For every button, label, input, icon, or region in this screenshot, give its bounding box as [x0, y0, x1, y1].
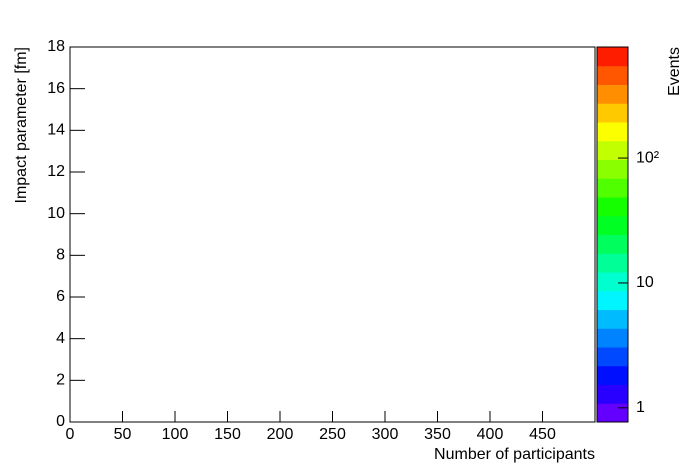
palette-band [597, 309, 628, 329]
x-tick-label: 450 [529, 426, 556, 443]
palette-band [597, 47, 628, 67]
palette-band [597, 365, 628, 385]
palette-band [597, 328, 628, 348]
x-tick-label: 300 [372, 426, 399, 443]
palette-band [597, 272, 628, 292]
y-tick-label: 4 [56, 330, 65, 347]
x-axis-title: Number of participants [434, 446, 595, 463]
x-tick-label: 0 [66, 426, 75, 443]
y-axis-title: Impact parameter [fm] [13, 47, 30, 204]
x-tick-label: 200 [267, 426, 294, 443]
palette-band [597, 84, 628, 104]
y-tick-label: 16 [47, 80, 65, 97]
palette-frame [596, 46, 629, 423]
y-tick-label: 0 [56, 413, 65, 430]
palette-band [597, 159, 628, 179]
plot-frame [69, 46, 596, 423]
palette-band [597, 253, 628, 273]
palette-band [597, 234, 628, 254]
palette-band [597, 178, 628, 198]
y-tick-label: 8 [56, 247, 65, 264]
y-tick-label: 6 [56, 288, 65, 305]
x-tick-label: 350 [424, 426, 451, 443]
z-tick-label: 10 [636, 274, 654, 291]
x-tick-label: 150 [214, 426, 241, 443]
y-tick-label: 2 [56, 372, 65, 389]
palette-band [597, 122, 628, 142]
x-tick-label: 100 [162, 426, 189, 443]
z-tick-label: 10² [636, 149, 660, 166]
z-axis-title: Events [666, 47, 683, 96]
palette-band [597, 140, 628, 160]
y-tick-label: 18 [47, 38, 65, 55]
palette-band [597, 197, 628, 217]
palette-band [597, 103, 628, 123]
z-tick-label: 1 [636, 399, 645, 416]
palette-band [597, 290, 628, 310]
x-tick-label: 50 [114, 426, 132, 443]
palette-band [597, 65, 628, 85]
x-tick-label: 250 [319, 426, 346, 443]
palette-band [597, 215, 628, 235]
x-tick-label: 400 [477, 426, 504, 443]
palette-band [597, 347, 628, 367]
palette-band [597, 384, 628, 404]
palette-band [597, 403, 628, 423]
y-tick-label: 10 [47, 205, 65, 222]
y-tick-label: 14 [47, 122, 65, 139]
y-tick-label: 12 [47, 163, 65, 180]
